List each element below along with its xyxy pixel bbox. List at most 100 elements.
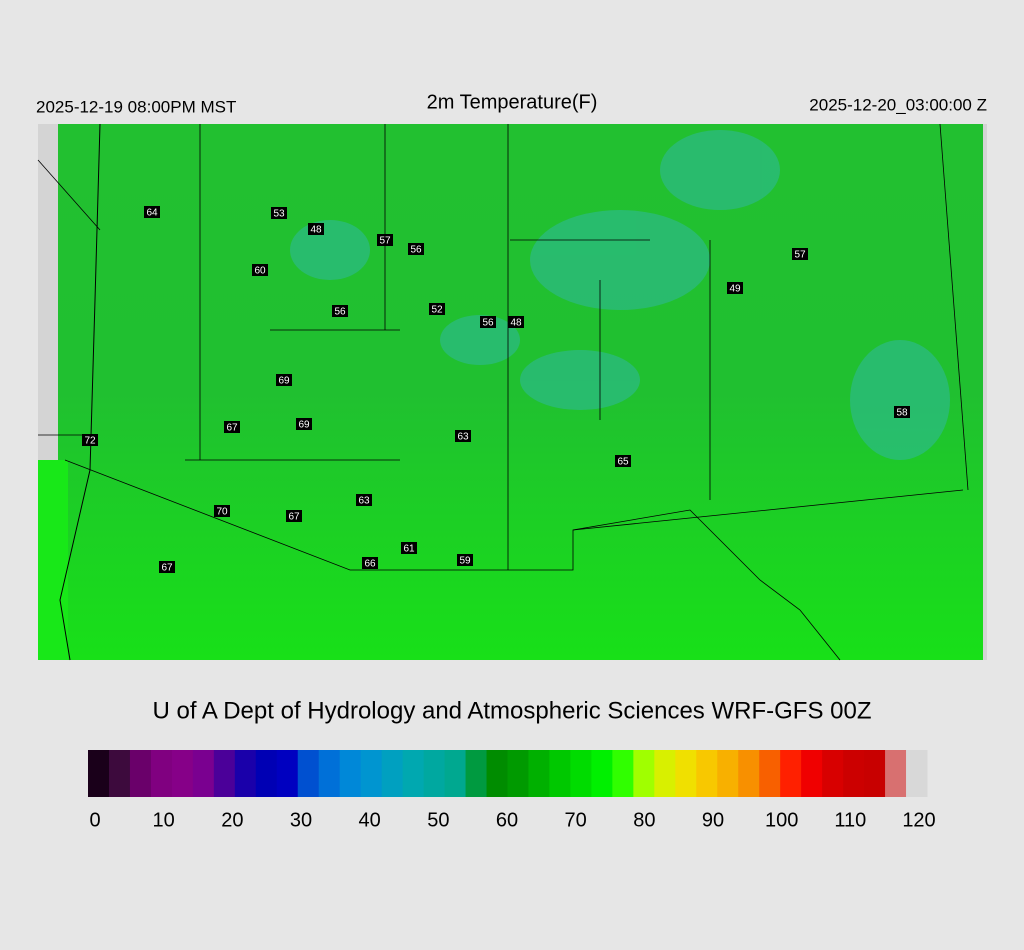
station-value: 65 [617,457,629,468]
station-box [480,316,496,328]
colorbar-swatch [633,750,655,797]
colorbar-tick-label: 100 [765,809,798,831]
colorbar-swatch [885,750,907,797]
colorbar-swatch [465,750,488,797]
colorbar-swatch [675,750,697,797]
colorbar-swatch [612,750,634,797]
map-title: 2m Temperature(F) [427,91,598,113]
station-value: 63 [358,496,370,507]
station-value: 56 [334,307,346,318]
colorbar-swatch [843,750,865,797]
station-value: 63 [457,432,469,443]
station-value: 70 [216,507,228,518]
station-box [727,282,743,294]
station-box [252,264,268,276]
station-value: 67 [226,423,238,434]
colorbar-tick-label: 20 [221,809,243,831]
station-box [286,510,302,522]
station-box [271,207,287,219]
station-box [296,418,312,430]
station-value: 49 [729,284,741,295]
station-value: 48 [510,318,522,329]
colorbar-swatch [759,750,781,797]
colorbar-tick-label: 30 [290,809,312,831]
station-value: 48 [310,225,322,236]
colorbar-swatch [780,750,802,797]
colorbar-swatch [906,750,928,797]
station-value: 69 [278,376,290,387]
station-value: 56 [410,245,422,256]
colorbar-swatch [696,750,718,797]
colorbar-swatch [129,750,152,797]
colorbar-tick-label: 10 [153,809,175,831]
colorbar-swatch [717,750,739,797]
station-value: 60 [254,266,266,277]
map-field [38,460,68,660]
colorbar-swatch [381,750,404,797]
station-box [429,303,445,315]
station-value: 56 [482,318,494,329]
station-box [276,374,292,386]
station-box [615,455,631,467]
colorbar-tick-label: 120 [902,809,935,831]
station-value: 72 [84,436,96,447]
station-value: 57 [379,236,391,247]
station-value: 58 [896,408,908,419]
colorbar-tick-label: 0 [89,809,100,831]
cool-areas [290,130,950,460]
colorbar-swatch [360,750,383,797]
station-value: 52 [431,305,443,316]
colorbar-swatch [423,750,446,797]
colorbar-swatch [213,750,236,797]
colorbar-swatch [318,750,341,797]
station-box [356,494,372,506]
colorbar-tick-label: 90 [702,809,724,831]
colorbar-swatch [738,750,760,797]
colorbar-swatch [297,750,320,797]
colorbar-swatch [88,750,110,797]
station-box [508,316,524,328]
colorbar-swatch [339,750,362,797]
colorbar-swatch [150,750,173,797]
footer: U of A Dept of Hydrology and Atmospheric… [153,697,872,724]
station-box [214,505,230,517]
colorbar-swatch [402,750,425,797]
station-box [457,554,473,566]
utc-time: 2025-12-20_03:00:00 Z [809,95,987,114]
station-box [377,234,393,246]
colorbar-swatch [528,750,550,797]
stations: 64 53 48 57 56 60 56 52 56 48 57 49 69 67 69 72 63 58 65 63… [82,206,910,574]
station-box [82,434,98,446]
station-box [792,248,808,260]
station-box [401,542,417,554]
colorbar-swatch [276,750,299,797]
colorbar-swatch [591,750,613,797]
colorbar-swatch [108,750,131,797]
station-box [308,223,324,235]
colorbar-swatch [234,750,257,797]
station-box [894,406,910,418]
colorbar-swatch [654,750,676,797]
colorbar-swatch [486,750,508,797]
colorbar-tick-label: 70 [565,809,587,831]
station-value: 57 [794,250,806,261]
station-box [332,305,348,317]
colorbar-swatch [171,750,194,797]
station-value: 66 [364,559,376,570]
station-box [144,206,160,218]
colorbar-swatch [801,750,823,797]
station-value: 64 [146,208,158,219]
colorbar-swatch [444,750,467,797]
colorbar-tick-label: 40 [359,809,381,831]
boundaries [37,123,969,661]
station-value: 67 [161,563,173,574]
colorbar-swatch [255,750,278,797]
station-box [455,430,471,442]
station-box [408,243,424,255]
colorbar-swatch [570,750,592,797]
station-box [159,561,175,573]
colorbar-swatch [549,750,571,797]
station-value: 61 [403,544,415,555]
